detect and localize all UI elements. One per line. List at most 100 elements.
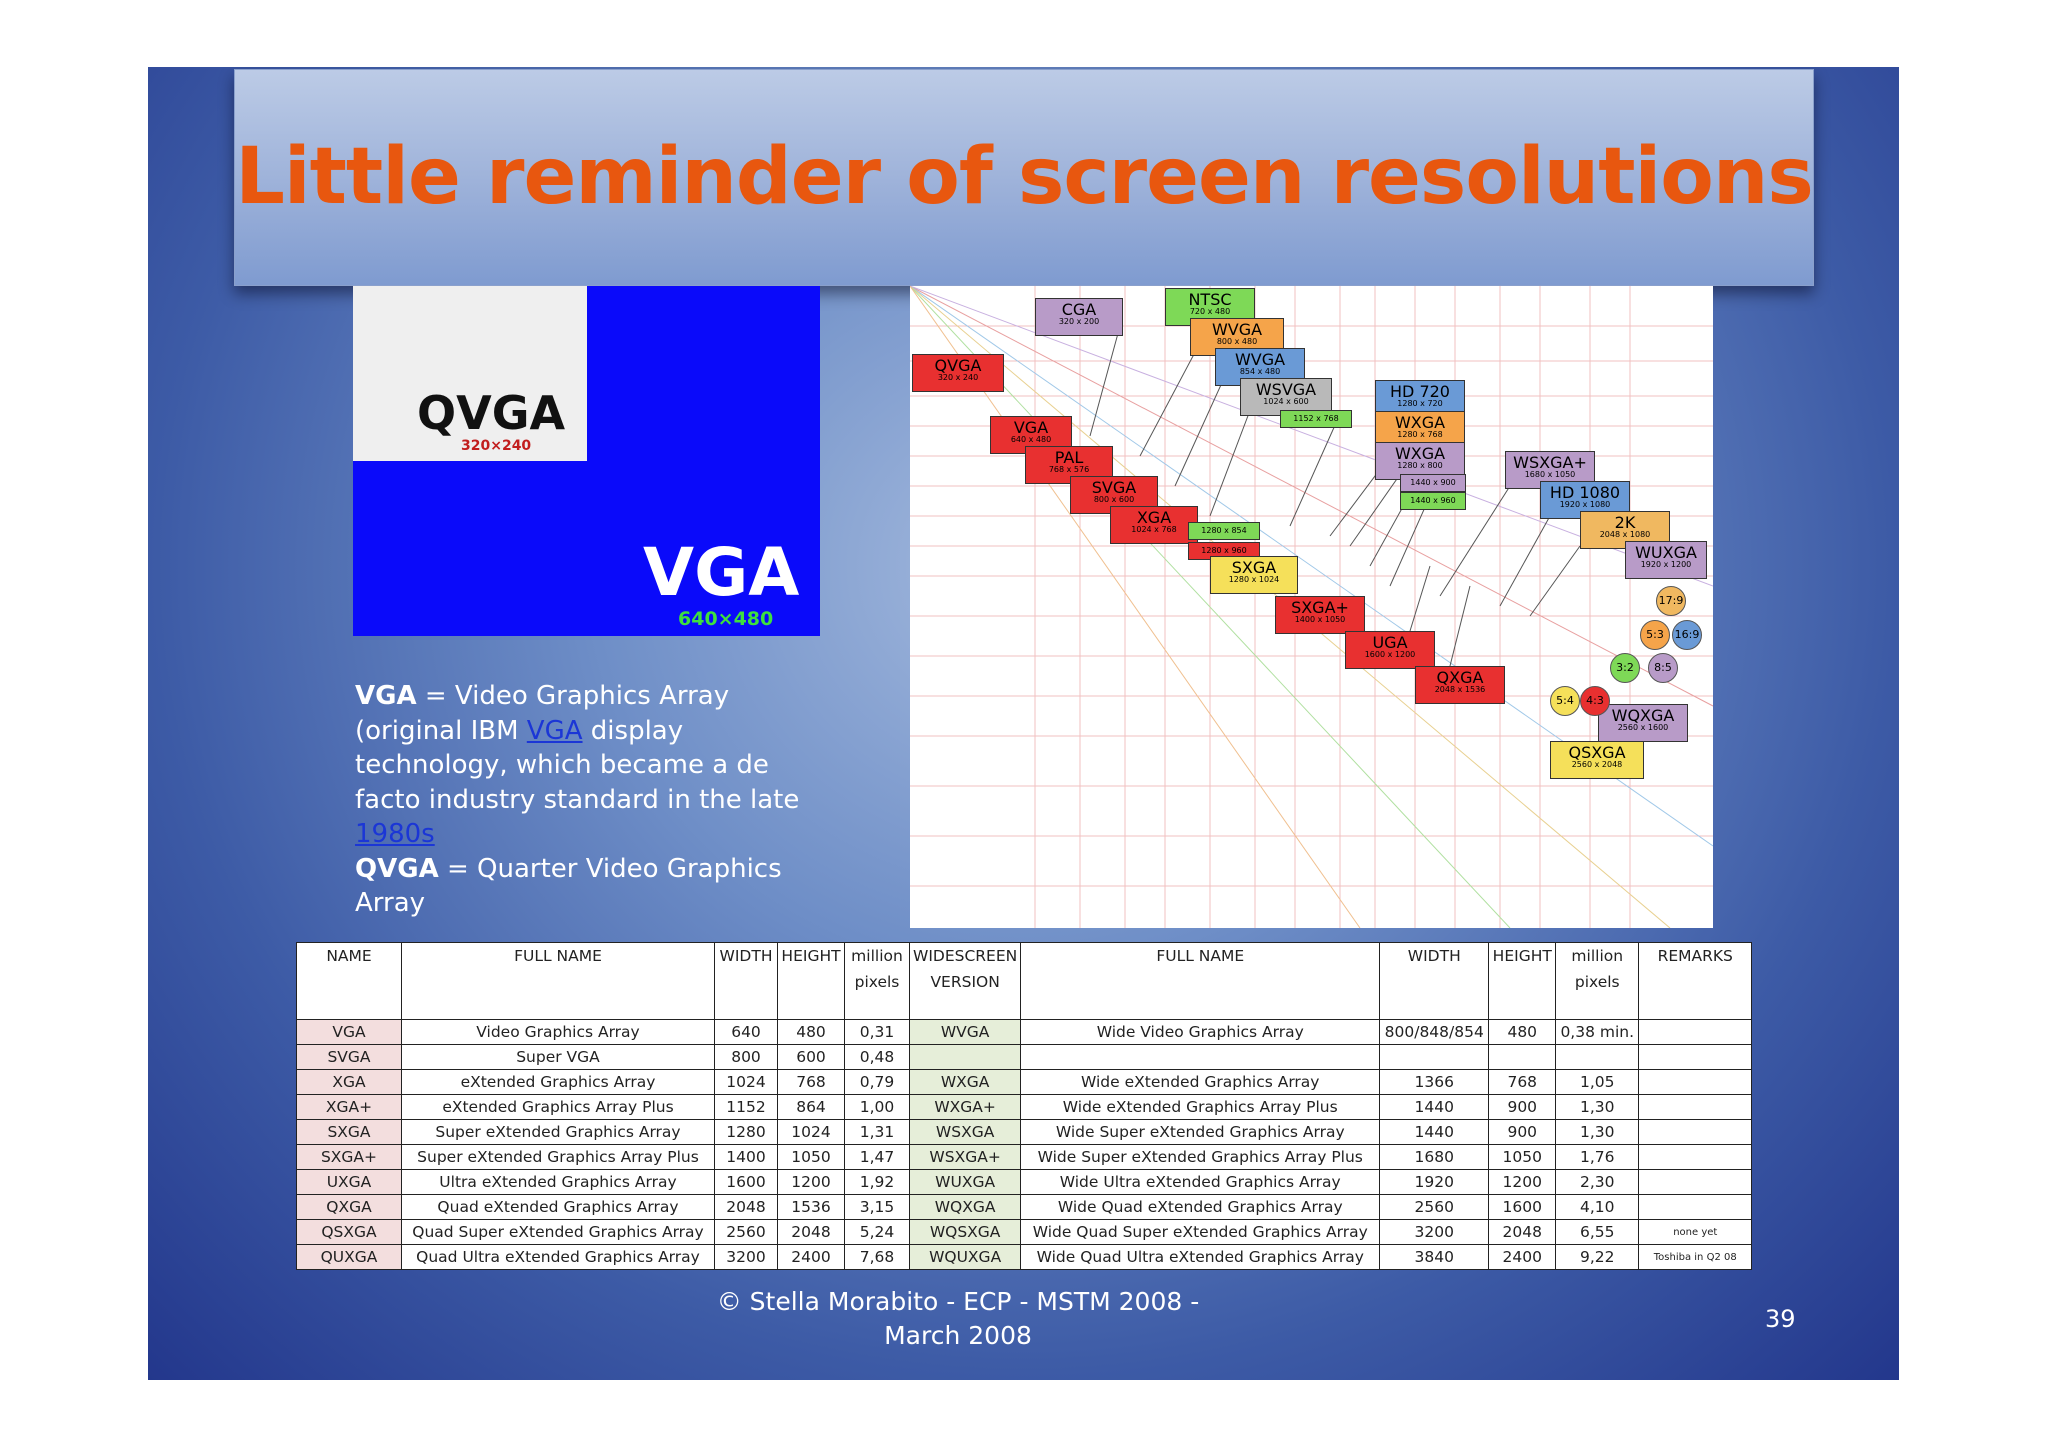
vga-name-label: VGA: [643, 534, 800, 611]
table-cell: 1,76: [1555, 1144, 1640, 1170]
table-cell: 900: [1488, 1119, 1557, 1145]
table-cell: [1555, 1044, 1640, 1070]
chart-box-resolution: 1600 x 1200: [1364, 650, 1416, 659]
table-cell: SVGA: [296, 1044, 402, 1070]
chart-connector: [1389, 495, 1431, 587]
header-mpix-line2: pixels: [854, 973, 900, 991]
aspect-ratio-17-9: 17:9: [1656, 586, 1686, 616]
table-cell: 5,24: [844, 1219, 910, 1245]
table-cell: Wide Super eXtended Graphics Array Plus: [1020, 1144, 1381, 1170]
table-cell: Wide Video Graphics Array: [1020, 1019, 1381, 1045]
table-header-row: NAME FULL NAME WIDTH HEIGHT million pixel…: [296, 942, 1753, 1020]
chart-box-resolution: 1280 x 800: [1397, 461, 1443, 470]
table-cell: none yet: [1638, 1219, 1753, 1245]
header-remarks: REMARKS: [1638, 942, 1753, 1020]
chart-box-wuxga: WUXGA 1920 x 1200: [1625, 541, 1707, 579]
chart-box-resolution: 1152 x 768: [1293, 414, 1339, 423]
table-cell: Wide eXtended Graphics Array Plus: [1020, 1094, 1381, 1120]
chart-box-resolution: 1280 x 1024: [1228, 575, 1280, 584]
chart-box-sxga: SXGA 1280 x 1024: [1210, 556, 1298, 594]
vga-link[interactable]: VGA: [526, 715, 583, 746]
aspect-ratio-16-9: 16:9: [1672, 620, 1702, 650]
table-cell: 3,15: [844, 1194, 910, 1220]
table-row: QXGA Quad eXtended Graphics Array 2048 1536…: [296, 1194, 1753, 1220]
table-cell: [1638, 1144, 1753, 1170]
chart-box-name: WUXGA: [1635, 543, 1697, 562]
chart-box-name: SXGA+: [1291, 598, 1349, 617]
chart-box-resolution: 640 x 480: [1010, 435, 1052, 444]
table-cell: eXtended Graphics Array: [401, 1069, 715, 1095]
aspect-ratio-4-3: 4:3: [1580, 686, 1610, 716]
table-cell: 2048: [777, 1219, 845, 1245]
table-cell: Super VGA: [401, 1044, 715, 1070]
chart-box-resolution: 800 x 600: [1093, 495, 1135, 504]
description-text: VGA = Video Graphics Array (original IBM…: [355, 679, 835, 921]
table-cell: 1440: [1379, 1119, 1490, 1145]
table-cell: 3200: [1379, 1219, 1490, 1245]
chart-box-resolution: 1024 x 768: [1131, 525, 1177, 534]
chart-box-name: NTSC: [1188, 290, 1232, 309]
table-cell: [1638, 1044, 1753, 1070]
chart-box-resolution: 1920 x 1080: [1559, 500, 1611, 509]
table-cell: 1,31: [844, 1119, 910, 1145]
chart-box-name: QVGA: [934, 356, 982, 375]
vga-definition: = Video Graphics Array (original IBM: [355, 681, 730, 746]
chart-box-resolution: 854 x 480: [1239, 367, 1281, 376]
table-row: UXGA Ultra eXtended Graphics Array 1600 120…: [296, 1169, 1753, 1195]
header-million-pixels: million pixels: [844, 942, 910, 1020]
chart-box-name: VGA: [1013, 418, 1049, 437]
table-cell: 1440: [1379, 1094, 1490, 1120]
header-name: NAME: [296, 942, 402, 1020]
chart-box-name: WXGA: [1394, 413, 1446, 432]
chart-box-sxga-: SXGA+ 1400 x 1050: [1275, 596, 1365, 634]
table-cell: 6,55: [1555, 1219, 1640, 1245]
chart-connector: [1289, 413, 1341, 527]
header-width: WIDTH: [714, 942, 778, 1020]
aspect-ratio-3-2: 3:2: [1610, 653, 1640, 683]
table-cell: Wide Quad eXtended Graphics Array: [1020, 1194, 1381, 1220]
header-wmpix-line2: pixels: [1574, 973, 1620, 991]
table-cell: 1280: [714, 1119, 778, 1145]
table-cell: 864: [777, 1094, 845, 1120]
header-wide-million-pixels: million pixels: [1555, 942, 1640, 1020]
table-cell: 1050: [1488, 1144, 1557, 1170]
table-cell: Ultra eXtended Graphics Array: [401, 1169, 715, 1195]
chart-box-resolution: 1400 x 1050: [1294, 615, 1346, 624]
table-cell: 3840: [1379, 1244, 1490, 1270]
chart-box-resolution: 1440 x 960: [1410, 496, 1456, 505]
vga-illustration: QVGA 320×240 VGA 640×480: [353, 286, 820, 636]
table-cell: 480: [777, 1019, 845, 1045]
table-cell: XGA: [296, 1069, 402, 1095]
chart-box-name: QSXGA: [1568, 743, 1626, 762]
table-cell: [1638, 1169, 1753, 1195]
chart-box-name: WSVGA: [1255, 380, 1317, 399]
chart-box-name: WXGA: [1394, 444, 1446, 463]
header-height: HEIGHT: [777, 942, 845, 1020]
chart-box-name: UGA: [1372, 633, 1408, 652]
chart-box-resolution: 2048 x 1080: [1599, 530, 1651, 539]
chart-box-res-1440x960: 1440 x 960: [1400, 492, 1466, 510]
chart-box-res-1280x854: 1280 x 854: [1188, 522, 1260, 540]
chart-box-qsxga: QSXGA 2560 x 2048: [1550, 741, 1644, 779]
chart-box-xga: XGA 1024 x 768: [1110, 506, 1198, 544]
table-cell: SXGA+: [296, 1144, 402, 1170]
chart-box-name: HD 1080: [1549, 483, 1621, 502]
1980s-link[interactable]: 1980s: [355, 819, 435, 849]
table-cell: 800: [714, 1044, 778, 1070]
table-cell: 768: [777, 1069, 845, 1095]
table-row: SXGA+ Super eXtended Graphics Array Plus 1…: [296, 1144, 1753, 1170]
table-row: QSXGA Quad Super eXtended Graphics Array 2…: [296, 1219, 1753, 1245]
header-wide-width: WIDTH: [1379, 942, 1490, 1020]
table-cell: Quad Super eXtended Graphics Array: [401, 1219, 715, 1245]
chart-box-qxga: QXGA 2048 x 1536: [1415, 666, 1505, 704]
table-cell: 1050: [777, 1144, 845, 1170]
table-cell: eXtended Graphics Array Plus: [401, 1094, 715, 1120]
chart-box-resolution: 1280 x 854: [1201, 526, 1247, 535]
table-cell: 0,48: [844, 1044, 910, 1070]
table-cell: [1638, 1119, 1753, 1145]
table-cell: 2048: [714, 1194, 778, 1220]
table-cell: 1920: [1379, 1169, 1490, 1195]
qvga-resolution-label: 320×240: [461, 438, 532, 454]
chart-box-resolution: 2048 x 1536: [1434, 685, 1486, 694]
table-cell: [1638, 1069, 1753, 1095]
